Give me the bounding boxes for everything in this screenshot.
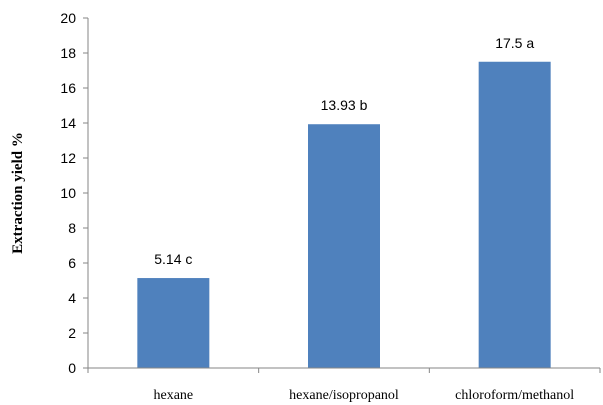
y-axis: 0 2 4 6 8 10 12 14 16 18 20 — [60, 10, 88, 376]
category-label-2: chloroform/methanol — [455, 388, 574, 403]
data-label-0: 5.14 c — [154, 251, 192, 267]
y-tick-label: 8 — [68, 220, 76, 236]
y-tick-label: 20 — [60, 10, 76, 26]
axes — [87, 18, 601, 373]
y-tick-label: 4 — [68, 290, 76, 306]
category-labels: hexane hexane/isopropanol chloroform/metha… — [154, 388, 575, 403]
data-labels: 5.14 c 13.93 b 17.5 a — [154, 35, 534, 267]
category-label-0: hexane — [154, 388, 194, 403]
y-tick-label: 0 — [68, 360, 76, 376]
bar-1 — [308, 124, 380, 368]
y-tick-label: 6 — [68, 255, 76, 271]
bars — [137, 61, 551, 368]
data-label-1: 13.93 b — [321, 97, 368, 113]
y-tick-label: 10 — [60, 185, 76, 201]
bar-0 — [137, 278, 210, 368]
y-tick-label: 2 — [68, 325, 76, 341]
bar-2 — [478, 61, 551, 368]
y-tick-label: 16 — [60, 80, 76, 96]
category-label-1: hexane/isopropanol — [289, 388, 399, 403]
y-tick-label: 18 — [60, 45, 76, 61]
data-label-2: 17.5 a — [495, 35, 534, 51]
y-tick-label: 14 — [60, 115, 76, 131]
y-tick-label: 12 — [60, 150, 76, 166]
y-axis-title: Extraction yield % — [10, 132, 26, 254]
